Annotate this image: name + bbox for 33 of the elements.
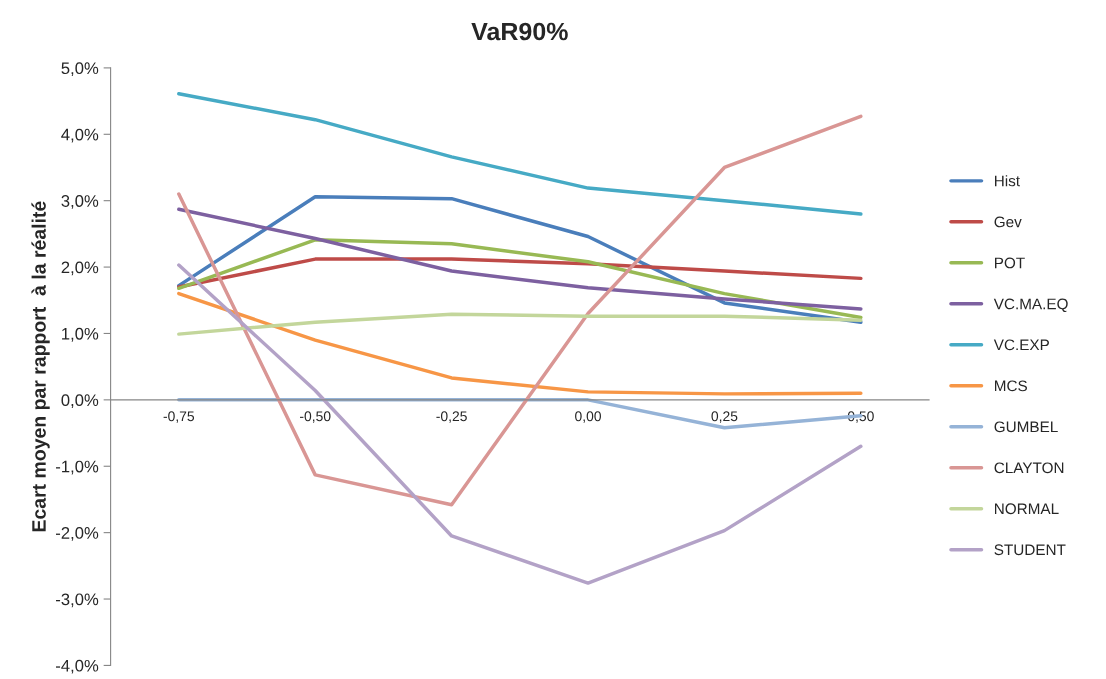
x-tick-label: 0,00 <box>575 411 601 423</box>
y-tick-label: 0,0% <box>61 394 99 409</box>
legend-label: VC.MA.EQ <box>993 298 1068 313</box>
y-tick-label: 2,0% <box>61 261 99 276</box>
y-tick-label: 1,0% <box>62 327 99 342</box>
line-series <box>177 92 863 216</box>
y-tick-label: -3,0% <box>56 593 99 608</box>
y-tick-label: 5,0% <box>61 62 99 77</box>
y-tick-label: 3,0% <box>61 195 99 209</box>
chart-title: VaR90% <box>471 22 568 41</box>
legend-label: VC.EXP <box>993 339 1049 351</box>
x-tick-label: -0,25 <box>436 411 467 423</box>
line-series <box>177 207 863 311</box>
legend-label: POT <box>995 257 1025 269</box>
x-tick-label: -0,75 <box>163 411 195 423</box>
legend-label: MCS <box>995 380 1027 392</box>
legend-label: CLAYTON <box>994 462 1064 474</box>
y-tick-label: -1,0% <box>56 460 99 475</box>
line-series <box>177 291 863 396</box>
line-series <box>177 312 863 336</box>
legend-label: Gev <box>994 216 1022 228</box>
line-series <box>177 257 863 289</box>
line-series <box>177 238 863 320</box>
y-tick-label: 4,0% <box>61 128 99 143</box>
y-axis-title: Ecart moyen par rapport à la réalité <box>31 201 50 532</box>
x-tick-label: -0,50 <box>300 411 331 423</box>
legend-label: Hist <box>995 175 1020 187</box>
legend-label: STUDENT <box>994 544 1066 556</box>
legend-label: NORMAL <box>995 503 1059 515</box>
y-tick-label: -4,0% <box>56 659 99 674</box>
legend-label: GUMBEL <box>994 421 1058 433</box>
x-tick-label: 0,25 <box>711 411 738 423</box>
y-tick-label: -2,0% <box>56 527 99 541</box>
